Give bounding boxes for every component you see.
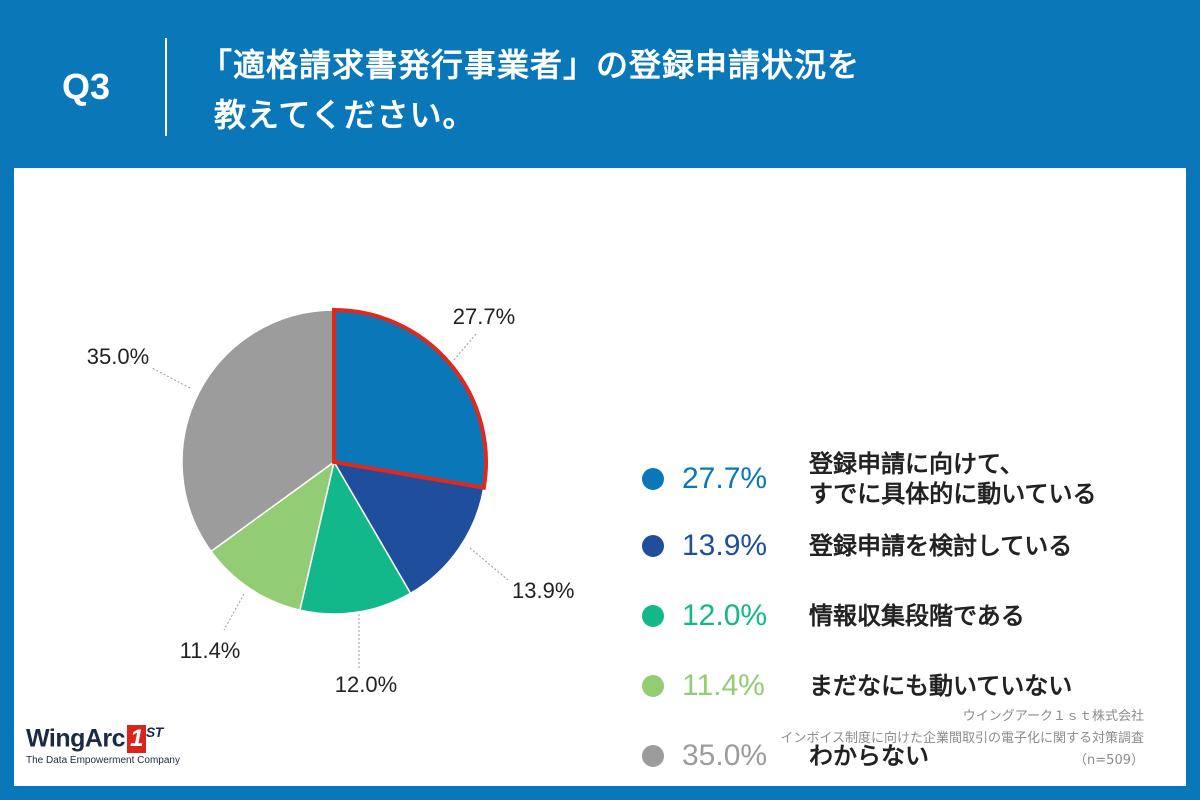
legend-label-3: 情報収集段階である	[809, 601, 1025, 631]
data-label-1: 27.7%	[453, 304, 515, 329]
slice-unknown	[181, 309, 335, 553]
leader-line-5	[151, 367, 191, 389]
legend-dot-1	[642, 468, 664, 490]
source-note: ウイングアーク１ｓｔ株式会社 インボイス制度に向けた企業間取引の電子化に関する対…	[780, 706, 1144, 772]
legend-pct-2: 13.9%	[682, 529, 768, 562]
data-label-3: 12.0%	[335, 672, 397, 697]
legend-item-3: 12.0% 情報収集段階である	[642, 599, 1025, 633]
slice-already-acting	[333, 309, 487, 489]
leader-line-4	[223, 593, 245, 631]
legend-label-1-line-2: すでに具体的に動いている	[809, 480, 1097, 508]
logo-wordmark: WingArc 1 ST	[26, 724, 180, 754]
slice-considering	[332, 460, 485, 595]
data-label-2: 13.9%	[512, 578, 574, 603]
legend-pct-5: 35.0%	[682, 739, 768, 772]
legend-pct-3: 12.0%	[682, 599, 768, 632]
legend-item-4: 11.4% まだなにも動いていない	[642, 669, 1072, 703]
legend-dot-3	[642, 605, 664, 627]
title-line-1: 「適格請求書発行事業者」の登録申請状況を	[200, 46, 861, 84]
header: Q3 「適格請求書発行事業者」の登録申請状況を 教えてください。	[0, 0, 1200, 168]
highlight-outline	[332, 307, 488, 490]
legend-label-5-line-1: わからない	[809, 742, 929, 770]
legend-item-1: 27.7% 登録申請に向けて、 すでに具体的に動いている	[642, 449, 1097, 509]
legend-item-5: 35.0% わからない	[642, 739, 929, 773]
logo-tagline: The Data Empowerment Company	[26, 755, 180, 767]
logo-mark: 1	[127, 725, 146, 754]
slice-not-started	[209, 460, 336, 612]
logo-name-text: WingArc	[26, 724, 126, 753]
legend-label-5: わからない	[809, 741, 929, 771]
leader-line-1	[453, 333, 477, 361]
source-company: ウイングアーク１ｓｔ株式会社	[962, 709, 1144, 724]
data-label-4: 11.4%	[180, 638, 241, 663]
legend-dot-2	[642, 535, 664, 557]
legend-pct-1: 27.7%	[682, 462, 768, 495]
wingarc-logo: WingArc 1 ST The Data Empowerment Company	[26, 724, 180, 766]
source-survey: インボイス制度に向けた企業間取引の電子化に関する対策調査	[780, 731, 1144, 746]
page-title: 「適格請求書発行事業者」の登録申請状況を 教えてください。	[200, 40, 860, 140]
logo-suffix: ST	[145, 724, 163, 740]
legend-label-3-line-1: 情報収集段階である	[809, 602, 1025, 630]
legend-label-1-line-1: 登録申請に向けて、	[809, 450, 1024, 478]
chart-card: 27.7% 13.9% 12.0% 11.4% 35.0% 27.7% 登録申請に向けて…	[14, 168, 1186, 786]
legend-dot-5	[642, 745, 664, 767]
legend-label-1: 登録申請に向けて、 すでに具体的に動いている	[809, 449, 1097, 509]
legend-label-4-line-1: まだなにも動いていない	[809, 672, 1073, 700]
legend-label-2-line-1: 登録申請を検討している	[809, 532, 1073, 560]
question-number: Q3	[62, 66, 111, 107]
slice-gathering-info	[299, 459, 412, 615]
legend-pct-4: 11.4%	[682, 669, 765, 702]
legend-label-4: まだなにも動いていない	[809, 671, 1072, 701]
legend-dot-4	[642, 675, 664, 697]
legend-item-2: 13.9% 登録申請を検討している	[642, 529, 1072, 563]
header-divider	[165, 38, 167, 136]
data-label-5: 35.0%	[87, 344, 149, 369]
title-line-2: 教えてください。	[214, 96, 476, 134]
source-sample-size: （n=509）	[1074, 753, 1144, 768]
legend-label-2: 登録申請を検討している	[809, 531, 1072, 561]
pie-chart: 27.7% 13.9% 12.0% 11.4% 35.0%	[87, 304, 575, 697]
leader-line-2	[469, 547, 509, 581]
